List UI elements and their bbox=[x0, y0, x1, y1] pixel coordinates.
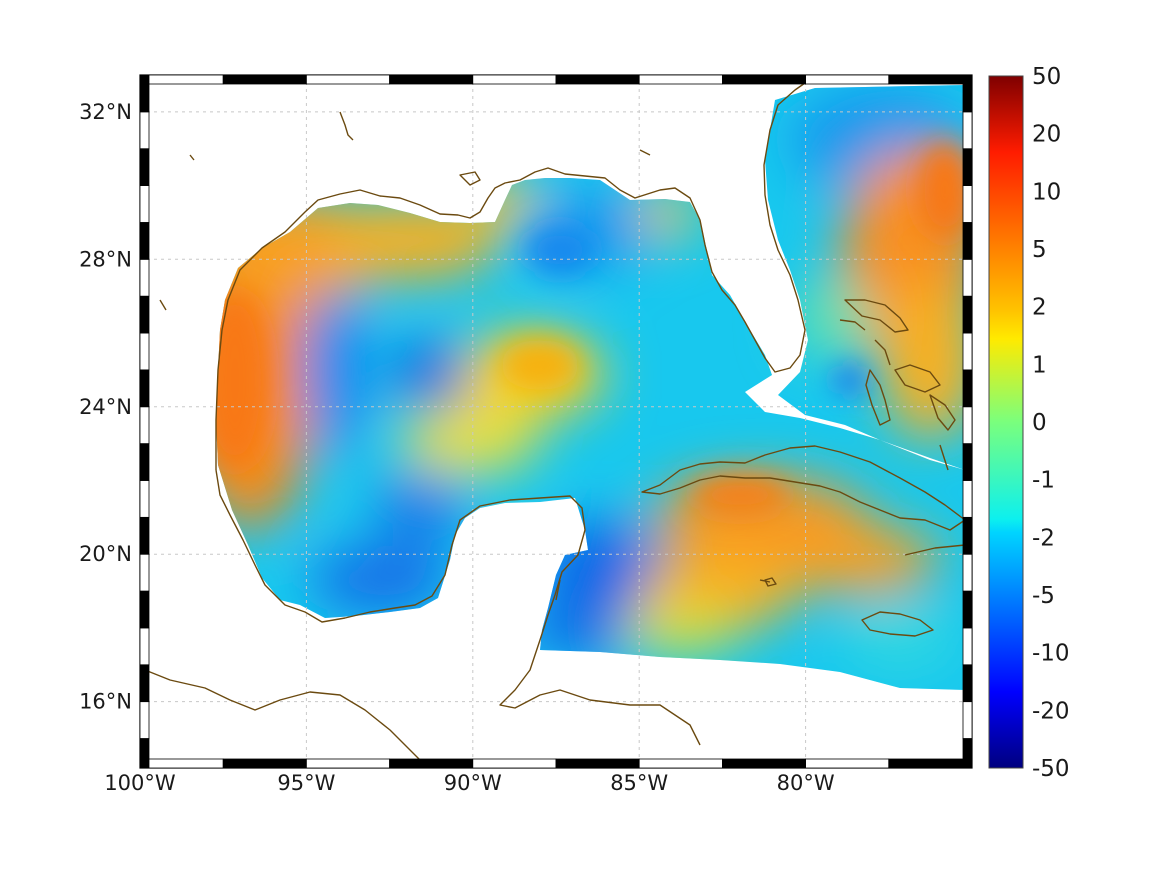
frame-top-segment bbox=[722, 74, 807, 85]
frame-left-segment bbox=[139, 295, 150, 334]
frame-bottom-segment bbox=[638, 758, 723, 769]
frame-right-segment bbox=[962, 406, 973, 445]
frame-right-segment bbox=[962, 332, 973, 371]
colorbar-label-6: 0 bbox=[1032, 410, 1047, 436]
frame-bottom-segment bbox=[888, 758, 973, 769]
colorbar-outline bbox=[988, 75, 1024, 769]
frame-right-segment bbox=[962, 111, 973, 150]
colorbar-label-1: 20 bbox=[1032, 122, 1061, 148]
frame-left-segment bbox=[139, 480, 150, 518]
frame-left-segment bbox=[139, 406, 150, 445]
frame-bottom-segment bbox=[222, 758, 307, 769]
lat-tick-label-3: 20°N bbox=[79, 542, 132, 566]
frame-top-segment bbox=[305, 74, 390, 85]
graticule bbox=[140, 75, 972, 768]
frame-bottom-segment bbox=[472, 758, 557, 769]
frame-right-segment bbox=[962, 185, 973, 223]
frame-left-segment bbox=[139, 627, 150, 666]
colorbar-label-5: 1 bbox=[1032, 352, 1047, 378]
frame-left-segment bbox=[139, 443, 150, 481]
frame-left-segment bbox=[139, 738, 150, 769]
frame-right-segment bbox=[962, 516, 973, 555]
colorbar-label-12: -50 bbox=[1032, 756, 1070, 782]
frame-right-segment bbox=[962, 258, 973, 297]
frame-left-segment bbox=[139, 148, 150, 186]
colorbar-label-4: 2 bbox=[1032, 295, 1047, 321]
colorbar-label-2: 10 bbox=[1032, 179, 1061, 205]
frame-left-segment bbox=[139, 185, 150, 223]
frame-top-segment bbox=[805, 74, 890, 85]
frame-top-segment bbox=[472, 74, 557, 85]
lat-tick-label-4: 16°N bbox=[79, 690, 132, 714]
frame-left-segment bbox=[139, 664, 150, 703]
frame-right-segment bbox=[962, 738, 973, 769]
longitude-labels: 100°W 95°W 90°W 85°W 80°W bbox=[104, 771, 835, 795]
lat-tick-label-0: 32°N bbox=[79, 100, 132, 124]
frame-bottom-segment bbox=[305, 758, 390, 769]
frame-left-segment bbox=[139, 590, 150, 629]
colorbar-label-8: -2 bbox=[1032, 525, 1055, 551]
lat-tick-label-1: 28°N bbox=[79, 247, 132, 271]
frame-left-segment bbox=[139, 516, 150, 555]
coastline bbox=[139, 75, 966, 761]
frame-left-segment bbox=[139, 369, 150, 408]
frame-right-segment bbox=[962, 627, 973, 666]
frame-left-segment bbox=[139, 258, 150, 297]
lon-tick-label-4: 80°W bbox=[777, 771, 835, 795]
frame-top-segment bbox=[222, 74, 307, 85]
colorbar-label-9: -5 bbox=[1032, 583, 1055, 609]
frame-right-segment bbox=[962, 443, 973, 481]
lon-tick-label-1: 95°W bbox=[277, 771, 335, 795]
frame-right-segment bbox=[962, 664, 973, 703]
colorbar-label-0: 50 bbox=[1032, 64, 1061, 90]
colorbar-label-7: -1 bbox=[1032, 468, 1055, 494]
frame-right-segment bbox=[962, 701, 973, 739]
frame-top-segment bbox=[638, 74, 723, 85]
latitude-labels: 32°N 28°N 24°N 20°N 16°N bbox=[79, 100, 132, 714]
frame-right-segment bbox=[962, 369, 973, 408]
frame-left-segment bbox=[139, 553, 150, 592]
frame-top-segment bbox=[139, 74, 224, 85]
frame-right-segment bbox=[962, 222, 973, 260]
frame-right-segment bbox=[962, 480, 973, 518]
colorbar-gradient bbox=[989, 76, 1023, 768]
frame-bottom-segment bbox=[389, 758, 474, 769]
frame-right-segment bbox=[962, 553, 973, 592]
data-field bbox=[216, 85, 965, 690]
map-frame bbox=[139, 74, 973, 769]
frame-left-segment bbox=[139, 74, 150, 113]
frame-right-segment bbox=[962, 295, 973, 334]
frame-bottom-segment bbox=[805, 758, 890, 769]
colorbar-label-11: -20 bbox=[1032, 698, 1070, 724]
frame-right-segment bbox=[962, 74, 973, 113]
frame-left-segment bbox=[139, 332, 150, 371]
colorbar-label-3: 5 bbox=[1032, 237, 1047, 263]
frame-right-segment bbox=[962, 148, 973, 186]
frame-right-segment bbox=[962, 590, 973, 629]
lon-tick-label-0: 100°W bbox=[104, 771, 176, 795]
frame-bottom-segment bbox=[555, 758, 640, 769]
lon-tick-label-2: 90°W bbox=[444, 771, 502, 795]
frame-left-segment bbox=[139, 222, 150, 260]
lon-tick-label-3: 85°W bbox=[610, 771, 668, 795]
frame-bottom-segment bbox=[139, 758, 224, 769]
frame-top-segment bbox=[389, 74, 474, 85]
lat-tick-label-2: 24°N bbox=[79, 395, 132, 419]
frame-top-segment bbox=[888, 74, 973, 85]
frame-left-segment bbox=[139, 111, 150, 150]
frame-bottom-segment bbox=[722, 758, 807, 769]
colorbar-label-10: -10 bbox=[1032, 641, 1070, 667]
frame-left-segment bbox=[139, 701, 150, 739]
frame-top-segment bbox=[555, 74, 640, 85]
